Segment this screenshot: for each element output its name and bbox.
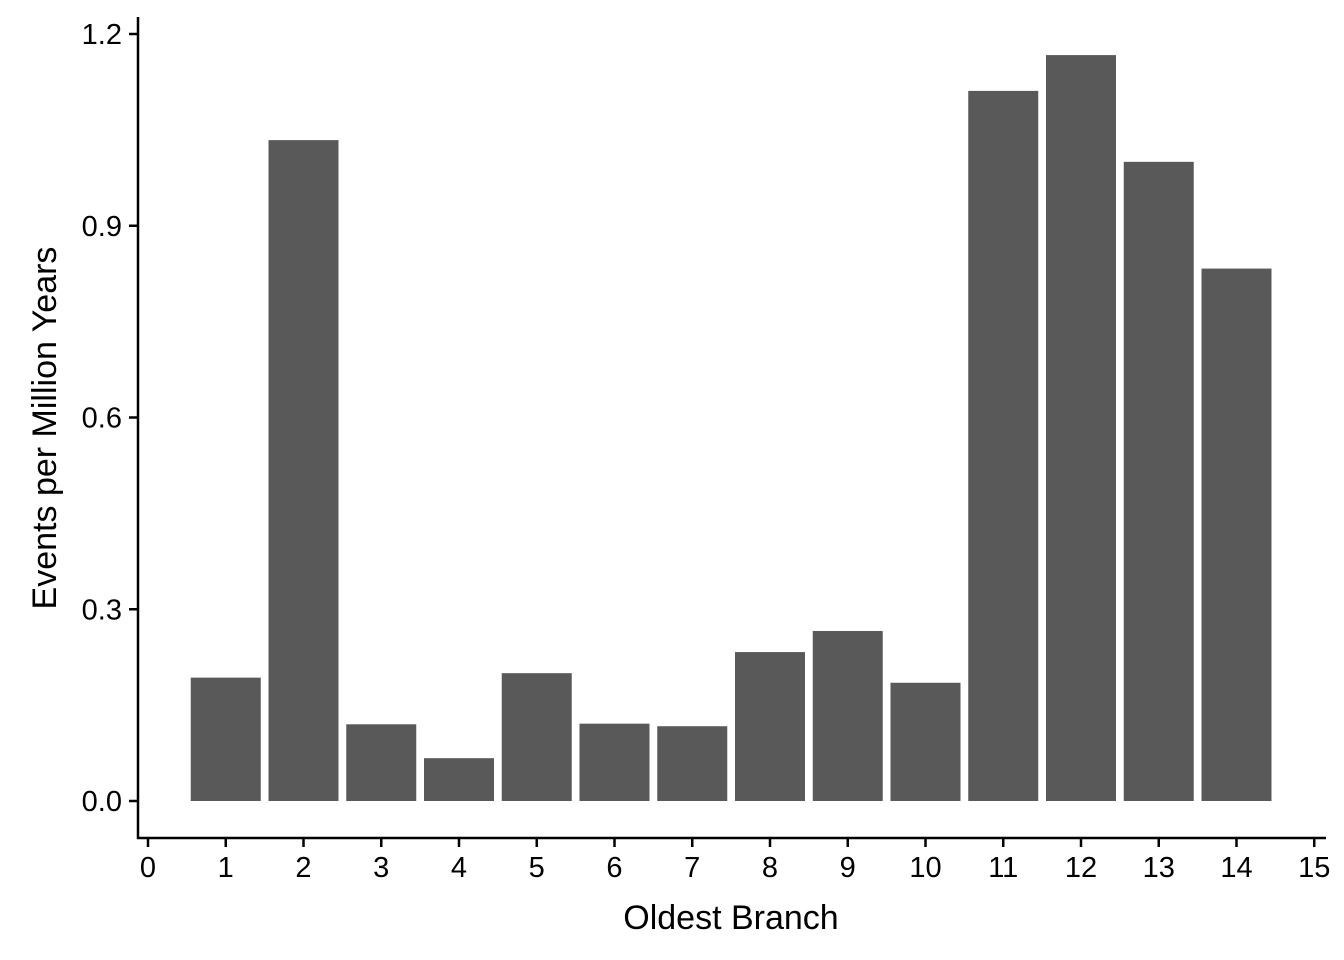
bars-group <box>190 55 1272 802</box>
y-tick-label-4: 1.2 <box>82 19 122 51</box>
y-tick-label-2: 0.6 <box>82 403 122 435</box>
y-tick-label-0: 0.0 <box>82 786 122 818</box>
x-tick-label-1: 1 <box>218 852 234 884</box>
x-tick-label-7: 7 <box>684 852 700 884</box>
y-axis-title: Events per Million Years <box>26 247 64 610</box>
bar-10 <box>890 682 961 801</box>
x-tick-label-3: 3 <box>373 852 389 884</box>
x-tick-label-5: 5 <box>529 852 545 884</box>
bar-13 <box>1123 161 1194 802</box>
x-tick-label-13: 13 <box>1143 852 1175 884</box>
bar-4 <box>424 758 494 801</box>
bar-7 <box>657 726 728 801</box>
bar-8 <box>735 652 805 801</box>
x-tick-label-15: 15 <box>1298 852 1330 884</box>
bar-1 <box>190 677 261 801</box>
x-tick-label-11: 11 <box>988 852 1018 884</box>
x-tick-label-6: 6 <box>606 852 622 884</box>
x-tick-label-9: 9 <box>840 852 856 884</box>
bar-5 <box>501 673 572 801</box>
bar-12 <box>1046 55 1116 801</box>
bar-11 <box>968 90 1039 801</box>
x-ticks-group: 0 1 2 3 4 5 6 7 8 9 10 11 12 13 14 15 <box>140 838 1330 884</box>
x-tick-label-10: 10 <box>909 852 941 884</box>
x-axis-title: Oldest Branch <box>623 899 838 937</box>
x-tick-label-14: 14 <box>1220 852 1252 884</box>
y-tick-label-1: 0.3 <box>82 594 122 626</box>
bar-2 <box>268 140 339 801</box>
x-tick-label-2: 2 <box>295 852 311 884</box>
bar-9 <box>812 630 883 801</box>
y-ticks-group: 0.0 0.3 0.6 0.9 1.2 <box>82 19 138 818</box>
x-tick-label-0: 0 <box>140 852 156 884</box>
bar-3 <box>346 724 417 801</box>
x-tick-label-4: 4 <box>451 852 467 884</box>
x-tick-label-8: 8 <box>762 852 778 884</box>
bar-6 <box>579 723 650 801</box>
y-tick-label-3: 0.9 <box>82 211 122 243</box>
bar-14 <box>1201 268 1272 801</box>
x-tick-label-12: 12 <box>1065 852 1097 884</box>
